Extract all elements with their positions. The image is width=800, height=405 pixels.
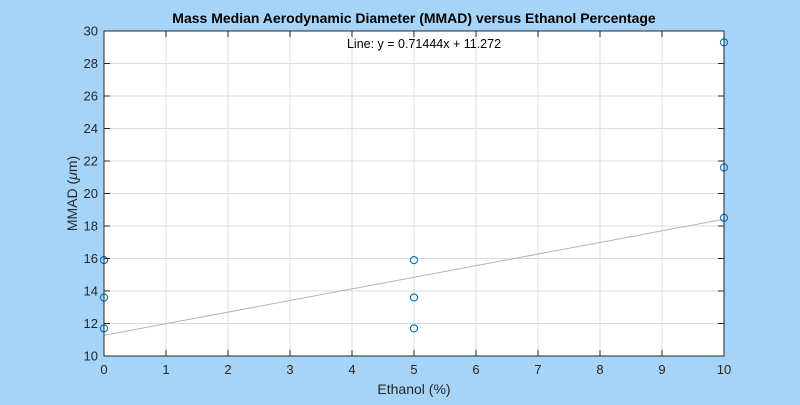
y-tick-label: 22 — [84, 154, 98, 169]
y-tick-label: 26 — [84, 89, 98, 104]
x-tick-label: 10 — [717, 362, 731, 377]
fit-equation-annotation: Line: y = 0.71444x + 11.272 — [347, 37, 501, 51]
x-tick-label: 1 — [162, 362, 169, 377]
y-axis-label-suffix: m) — [64, 156, 80, 172]
data-point — [409, 293, 419, 302]
x-tick-label: 8 — [596, 362, 603, 377]
data-point — [409, 255, 419, 265]
x-tick-label: 6 — [472, 362, 479, 377]
y-tick-label: 20 — [84, 186, 98, 201]
data-point — [409, 324, 419, 333]
y-tick-label: 12 — [84, 316, 98, 331]
y-tick-label: 24 — [84, 121, 98, 136]
x-tick-label: 4 — [348, 362, 355, 377]
x-tick-label: 3 — [286, 362, 293, 377]
chart-title: Mass Median Aerodynamic Diameter (MMAD) … — [172, 10, 656, 26]
y-axis-ticks: 10 12 14 16 18 20 22 24 26 28 30 — [84, 24, 724, 364]
x-tick-label: 0 — [100, 362, 107, 377]
y-tick-label: 10 — [84, 349, 98, 364]
y-tick-label: 16 — [84, 251, 98, 266]
x-tick-label: 5 — [410, 362, 417, 377]
fit-line — [103, 218, 725, 336]
x-tick-label: 7 — [534, 362, 541, 377]
y-axis-label-prefix: MMAD ( — [64, 180, 80, 232]
y-tick-label: 30 — [84, 24, 98, 39]
y-axis-label: MMAD (μm) — [64, 156, 80, 231]
y-axis-label-mu: μ — [64, 172, 80, 181]
y-tick-label: 14 — [84, 284, 98, 299]
x-tick-label: 9 — [658, 362, 665, 377]
grid-lines — [104, 31, 724, 356]
x-axis-label: Ethanol (%) — [377, 381, 450, 397]
y-tick-label: 18 — [84, 219, 98, 234]
x-axis-ticks: 0 1 2 3 4 5 6 7 8 9 10 — [100, 31, 731, 377]
fit-line-layer — [103, 218, 725, 336]
y-tick-label: 28 — [84, 56, 98, 71]
x-tick-label: 2 — [224, 362, 231, 377]
